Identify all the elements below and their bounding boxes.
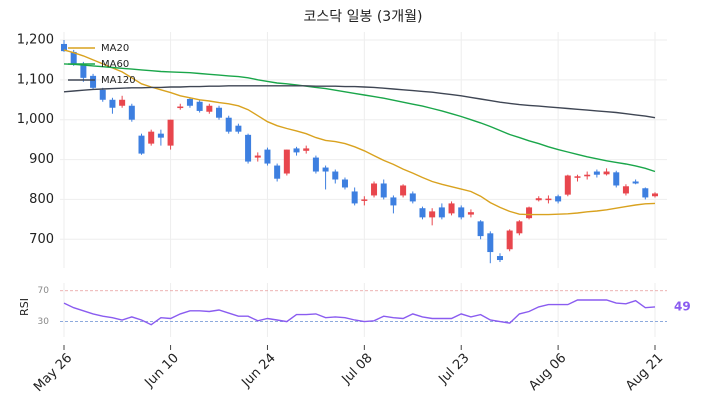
candle-body	[555, 196, 562, 202]
candle-body	[245, 134, 252, 162]
x-tick-label: May 26	[31, 351, 75, 395]
candle-body	[487, 233, 494, 253]
x-tick-label: Jun 10	[142, 351, 182, 391]
candle-body	[526, 207, 533, 219]
candle-body	[109, 99, 116, 108]
candle-body	[138, 135, 145, 154]
candle-body	[225, 117, 232, 132]
candle-body	[593, 171, 600, 175]
candle-body	[312, 157, 319, 172]
candle-body	[371, 183, 378, 196]
chart-title: 코스닥 일봉 (3개월)	[304, 9, 423, 25]
y-tick-label: 70	[38, 286, 50, 296]
line	[63, 299, 656, 326]
candle-body	[584, 174, 591, 177]
y-tick-label: 1,200	[17, 32, 54, 47]
y-tick-label: 1,000	[17, 112, 54, 127]
candle-body	[574, 176, 581, 178]
candle-body	[613, 172, 620, 186]
candle-body	[254, 155, 261, 158]
candle-body	[70, 51, 77, 64]
y-axis-label: RSI	[18, 298, 31, 316]
candle-body	[177, 106, 184, 109]
x-tick-label: Aug 06	[526, 351, 569, 394]
candle-body	[148, 131, 155, 144]
y-tick-label: 900	[29, 152, 54, 167]
candle-body	[351, 191, 358, 204]
candle-body	[60, 43, 68, 52]
candle-body	[167, 119, 174, 146]
candle-body	[545, 198, 552, 201]
candle-body	[477, 221, 484, 237]
candle-body	[157, 133, 164, 138]
candle-body	[380, 183, 387, 198]
candle-body	[458, 207, 465, 218]
candle-body	[448, 203, 455, 214]
candle-body	[186, 98, 193, 106]
candle-body	[206, 105, 213, 112]
candle-body	[438, 207, 445, 218]
candle-body	[429, 211, 436, 218]
candle-body	[642, 188, 649, 198]
candle-body	[622, 186, 629, 194]
y-tick-label: 30	[38, 317, 50, 327]
candle-body	[264, 149, 271, 164]
candle-body	[128, 105, 135, 120]
candle-body	[400, 185, 407, 196]
line	[63, 85, 656, 119]
candle-body	[603, 171, 610, 175]
x-tick-label: Jun 24	[238, 351, 278, 391]
candle-body	[419, 208, 426, 218]
candle-body	[283, 149, 290, 174]
candle-body	[361, 199, 368, 201]
value-label: 49	[674, 299, 691, 313]
x-tick-label: Jul 08	[339, 351, 376, 388]
candle-body	[341, 179, 348, 188]
legend-label: MA120	[101, 75, 136, 86]
candle-body	[516, 221, 523, 234]
y-tick-label: 800	[29, 192, 54, 207]
candle-body	[506, 230, 513, 250]
line	[63, 63, 656, 173]
line	[63, 49, 656, 216]
y-tick-label: 1,100	[17, 72, 54, 87]
candle-body	[99, 89, 106, 100]
candle-body	[496, 256, 503, 261]
candle-body	[293, 148, 300, 153]
candle-body	[119, 99, 126, 106]
candle-body	[564, 175, 571, 195]
candle-body	[196, 101, 203, 111]
legend-label: MA60	[101, 59, 129, 70]
x-tick-label: Aug 21	[623, 351, 666, 394]
candle-body	[274, 165, 281, 179]
candle-body	[216, 107, 223, 118]
candle-body	[535, 198, 542, 201]
candle-body	[651, 193, 659, 197]
candle-body	[332, 171, 339, 180]
candle-body	[467, 212, 474, 215]
candle-body	[90, 75, 97, 88]
candle-body	[390, 197, 397, 206]
candle-body	[235, 125, 242, 132]
candle-body	[80, 63, 87, 78]
candle-body	[409, 193, 416, 202]
candle-body	[632, 181, 639, 184]
legend-label: MA20	[101, 43, 129, 54]
candle-body	[303, 148, 310, 151]
x-tick-label: Jul 23	[436, 351, 473, 388]
y-tick-label: 700	[29, 232, 54, 247]
candle-body	[322, 167, 329, 172]
